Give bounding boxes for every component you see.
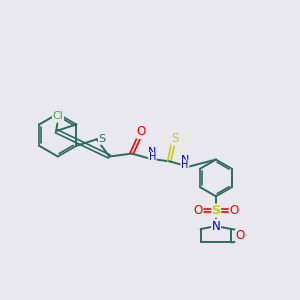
Text: H: H bbox=[149, 152, 156, 162]
Text: Cl: Cl bbox=[52, 111, 63, 121]
Text: S: S bbox=[172, 132, 179, 145]
Text: N: N bbox=[148, 147, 157, 158]
Text: O: O bbox=[194, 204, 203, 217]
Text: S: S bbox=[212, 204, 220, 217]
Text: N: N bbox=[212, 220, 220, 232]
Text: O: O bbox=[236, 229, 245, 242]
Text: S: S bbox=[98, 134, 106, 144]
Text: H: H bbox=[182, 160, 189, 170]
Text: N: N bbox=[181, 155, 189, 165]
Text: O: O bbox=[137, 125, 146, 138]
Text: O: O bbox=[229, 204, 239, 217]
